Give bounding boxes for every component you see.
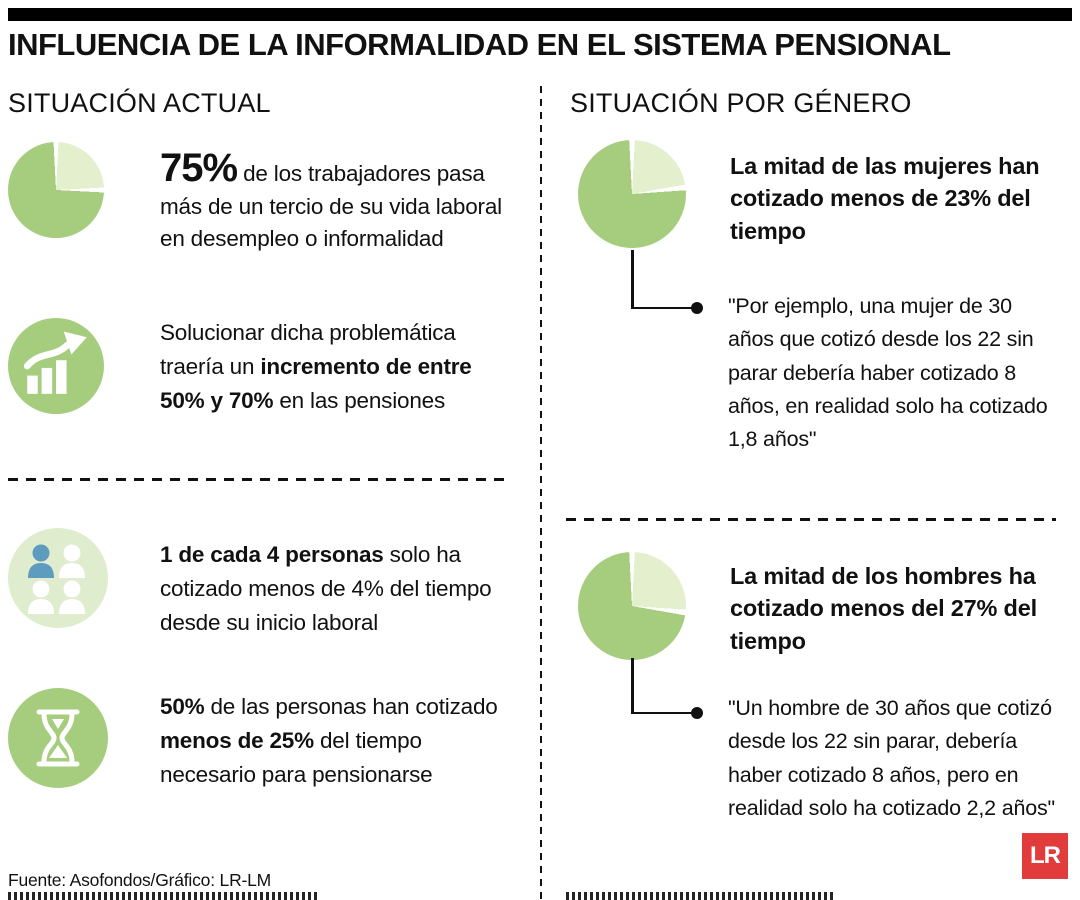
column-divider-dashed bbox=[540, 86, 542, 900]
hourglass-icon bbox=[8, 688, 108, 788]
lr-brand-logo: LR bbox=[1022, 833, 1068, 879]
fifty-bold: 50% bbox=[160, 694, 205, 719]
pie-chart-women-23 bbox=[578, 140, 686, 248]
pie-chart-75-percent bbox=[8, 142, 104, 238]
clipped-text-artifact-left bbox=[8, 892, 320, 900]
stat-75-value: 75% bbox=[160, 146, 238, 190]
connector-line-men-horizontal bbox=[631, 711, 693, 714]
clipped-text-artifact-right bbox=[566, 892, 836, 900]
pie-chart-men-27 bbox=[578, 552, 686, 660]
one-of-four-text: solo ha cotizado menos de 4% del tiempo … bbox=[160, 542, 492, 635]
connector-line-women-vertical bbox=[631, 250, 634, 309]
increase-pre-text: Solucionar dicha problemática traería un bbox=[160, 320, 456, 379]
headline-women: La mitad de las mujeres han cotizado men… bbox=[730, 153, 1040, 244]
increase-post-text: en las pensiones bbox=[273, 387, 446, 413]
section-heading-genero: SITUACIÓN POR GÉNERO bbox=[570, 88, 912, 118]
right-dashed-divider bbox=[566, 518, 1056, 521]
source-credit: Fuente: Asofondos/Gráfico: LR-LM bbox=[8, 870, 272, 890]
headline-men: La mitad de los hombres ha cotizado meno… bbox=[730, 563, 1037, 654]
people-group-icon bbox=[8, 528, 108, 628]
top-rule-bar bbox=[8, 8, 1072, 21]
quote-women: "Por ejemplo, una mujer de 30 años que c… bbox=[728, 294, 1048, 452]
trend-up-icon bbox=[8, 318, 104, 414]
section-heading-actual: SITUACIÓN ACTUAL bbox=[8, 88, 271, 118]
less-25-bold: menos de 25% bbox=[160, 727, 314, 753]
stat-1-of-4: 1 de cada 4 personas solo ha cotizado me… bbox=[160, 538, 512, 639]
increase-bold-text: incremento de entre 50% y 70% bbox=[160, 353, 472, 413]
stat-workers-informality: 75% de los trabajadores pasa más de un t… bbox=[160, 148, 512, 256]
stat-50-percent: 50% de las personas han cotizado menos d… bbox=[160, 690, 500, 791]
fifty-post-text: del tiempo necesario para pensionarse bbox=[160, 727, 433, 787]
one-of-four-bold: 1 de cada 4 personas bbox=[160, 542, 384, 567]
main-title: INFLUENCIA DE LA INFORMALIDAD EN EL SIST… bbox=[8, 27, 951, 62]
stat-pension-increase: Solucionar dicha problemática traería un… bbox=[160, 316, 522, 417]
connector-dot-men bbox=[691, 707, 703, 719]
fifty-mid-text: de las personas han cotizado bbox=[204, 694, 498, 719]
stat-75-text: de los trabajadores pasa más de un terci… bbox=[160, 161, 502, 252]
quote-men: "Un hombre de 30 años que cotizó desde l… bbox=[728, 696, 1055, 820]
connector-dot-women bbox=[691, 302, 703, 314]
left-dashed-divider bbox=[8, 478, 510, 481]
connector-line-men-vertical bbox=[631, 658, 634, 714]
connector-line-women-horizontal bbox=[631, 306, 693, 309]
